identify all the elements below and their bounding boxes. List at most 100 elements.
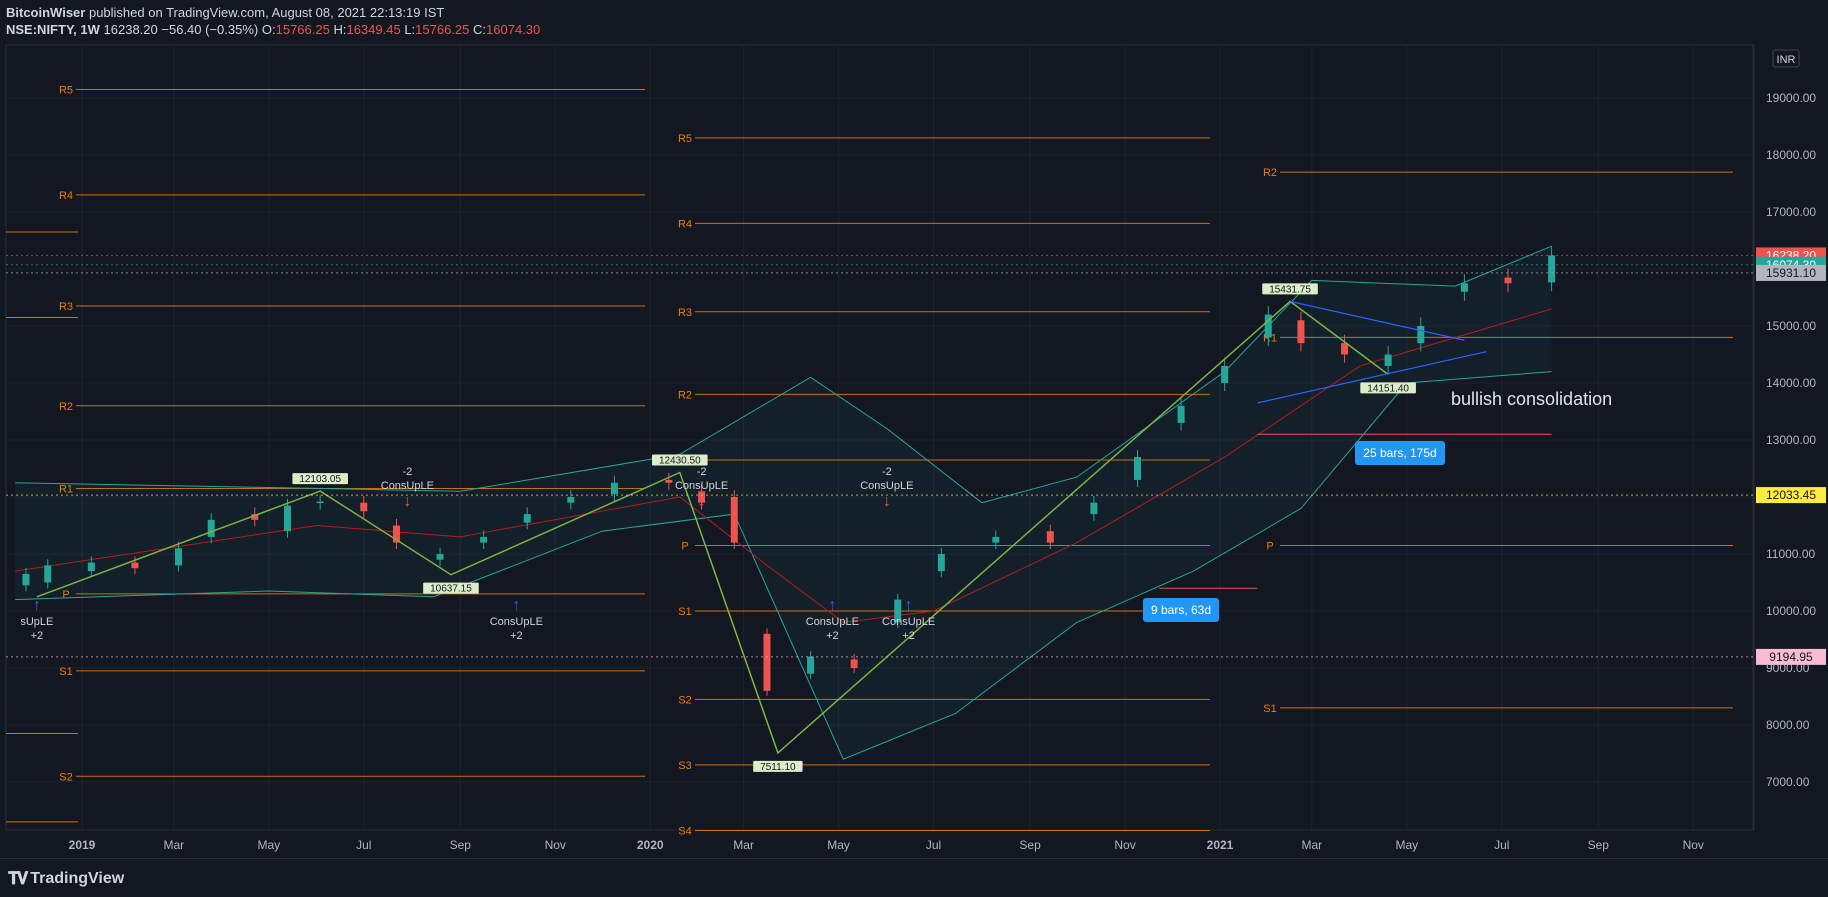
pivot-point-badge [652,454,708,466]
range-badge-a [1355,441,1445,465]
candle-body [1384,354,1392,366]
pivot-label: R5 [678,133,692,145]
pivot-label: S2 [678,694,691,706]
y-tick-label: 11000.00 [1766,547,1815,561]
pivot-label: R2 [678,389,692,401]
candle-body [1133,457,1141,480]
candle-body [730,497,738,543]
open-value: 15766.25 [275,22,330,37]
pivot-label: S4 [678,825,691,837]
x-tick-label: Sep [1588,838,1610,852]
pivot-point-label: 12430.50 [659,455,701,466]
candle-body [1264,314,1272,338]
candle-body [175,548,183,566]
candle-body [207,519,215,537]
signal-up-arrow-icon: ↑ [512,597,520,614]
pivot-label: S2 [59,771,72,783]
open-label: O: [261,22,276,37]
x-tick-label: Jul [1494,838,1509,852]
signal-sub-label: -2 [402,466,412,478]
y-tick-label: 15000.00 [1766,319,1816,333]
candle-body [1046,531,1054,543]
signal-label: ConsUpLE [860,480,913,492]
candle-body [894,599,902,623]
close-label: C: [473,22,487,37]
signal-up-arrow-icon: ↑ [905,597,913,614]
y-tick-label: 8000.00 [1766,718,1810,732]
price-label-badge [1756,648,1826,665]
pivot-label: S3 [678,760,691,772]
pivot-label: S1 [678,606,691,618]
signal-label: ConsUpLE [675,480,728,492]
consolidation-note: bullish consolidation [1451,389,1612,409]
candle-body [1417,326,1425,344]
low-value: 15766.25 [415,22,470,37]
pivot-point-badge [753,760,803,772]
symbol-label[interactable]: NSE:NIFTY, 1W [6,22,100,37]
channel-upper [1289,300,1465,341]
ohlc-legend: NSE:NIFTY, 1W 16238.20 −56.40 (−0.35%) O… [6,22,1822,37]
tradingview-logo[interactable]: 𝐓𝐕 TradingView [8,869,124,889]
candle-body [937,554,945,572]
y-tick-label: 19000.00 [1766,91,1816,105]
x-tick-label: Mar [164,838,185,852]
pivot-point-label: 15431.75 [1269,284,1311,295]
bollinger-lower [15,371,1552,760]
signal-label: ConsUpLE [806,616,859,628]
last-price: 16238.20 [103,22,158,37]
price-label-badge [1756,264,1826,281]
signal-label: sUpLE [20,616,53,628]
bollinger-fill [15,246,1552,760]
price-label-text: 12033.45 [1766,488,1816,502]
x-tick-label: Mar [733,838,754,852]
signal-sub-label: +2 [902,630,915,642]
candle-body [283,505,291,532]
x-tick-label: 2020 [637,838,664,852]
x-tick-label: May [1395,838,1418,852]
pivot-label: R4 [678,218,692,230]
signal-sub-label: +2 [826,630,839,642]
tradingview-mark-icon: 𝐓𝐕 [8,869,28,888]
candle-body [251,514,259,520]
x-tick-label: Nov [1683,838,1704,852]
candle-body [992,536,1000,543]
published-text: published on TradingView.com, August 08,… [88,5,445,20]
candle-body [698,491,706,503]
pivot-point-badge [292,473,348,485]
signal-up-arrow-icon: ↑ [33,597,41,614]
candle-body [22,573,30,586]
publish-info: BitcoinWiser published on TradingView.co… [6,5,1822,20]
chart-header: BitcoinWiser published on TradingView.co… [0,0,1828,40]
candle-body [360,502,368,512]
candle-body [131,562,139,569]
x-tick-label: Sep [450,838,472,852]
pivot-point-badge [423,582,479,594]
candle-body [1548,255,1556,283]
x-tick-label: Jul [926,838,941,852]
x-tick-label: Sep [1019,838,1041,852]
candle-body [610,482,618,495]
price-label-text: 15931.10 [1766,266,1816,280]
publisher-name[interactable]: BitcoinWiser [6,5,86,20]
signal-sub-label: -2 [882,466,892,478]
bollinger-upper [15,245,1552,504]
signal-down-arrow-icon: ↓ [698,493,706,510]
x-tick-label: Jul [356,838,371,852]
pivot-label: P [1266,540,1273,552]
x-tick-label: Nov [1114,838,1135,852]
currency-label: INR [1777,54,1796,66]
candle-body [44,565,52,583]
x-tick-label: May [257,838,280,852]
pivot-point-label: 10637.15 [430,584,472,595]
footer-bar: 𝐓𝐕 TradingView [0,858,1828,897]
candle-body [1221,365,1229,383]
y-tick-label: 17000.00 [1766,205,1816,219]
currency-badge [1772,49,1800,68]
candle-body [436,554,444,560]
candle-body [1341,343,1349,355]
change-value: −56.40 (−0.35%) [161,22,259,37]
low-label: L: [404,22,416,37]
range-label-a: 25 bars, 175d [1363,446,1436,460]
high-label: H: [333,22,347,37]
